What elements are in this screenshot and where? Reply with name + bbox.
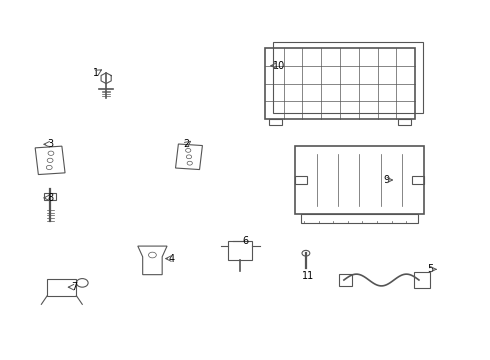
Text: 4: 4 xyxy=(169,253,175,264)
Text: 5: 5 xyxy=(427,264,433,274)
Bar xyxy=(270,119,282,125)
Bar xyxy=(295,146,424,214)
Bar xyxy=(44,193,56,200)
Text: 2: 2 xyxy=(183,139,190,149)
Bar xyxy=(265,48,415,119)
Text: 8: 8 xyxy=(47,193,53,203)
Text: 6: 6 xyxy=(242,236,248,246)
Text: 10: 10 xyxy=(273,61,285,71)
Text: 11: 11 xyxy=(302,271,315,282)
Bar xyxy=(398,119,411,125)
Bar xyxy=(414,272,430,288)
Bar xyxy=(339,274,352,286)
Bar xyxy=(295,176,307,184)
Text: 9: 9 xyxy=(383,175,390,185)
Bar xyxy=(47,279,76,296)
Text: 3: 3 xyxy=(47,139,53,149)
Bar xyxy=(301,214,418,223)
Text: 1: 1 xyxy=(93,68,99,78)
Text: 7: 7 xyxy=(72,282,77,292)
Bar xyxy=(273,42,423,113)
Bar xyxy=(412,176,424,184)
Bar xyxy=(228,241,252,260)
